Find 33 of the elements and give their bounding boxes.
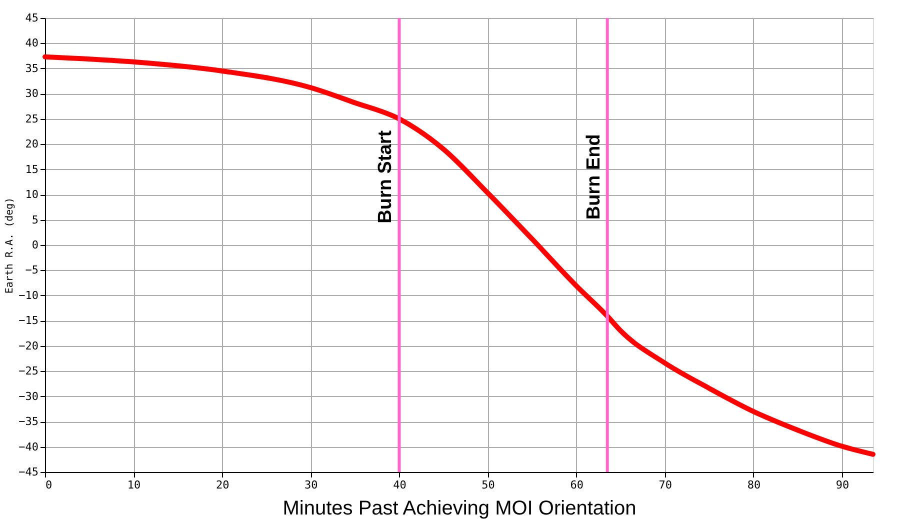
x-tick-label: 40 — [393, 478, 406, 492]
y-tick-label: −15 — [18, 314, 38, 328]
x-tick-label: 90 — [836, 478, 850, 492]
y-tick-label: 20 — [25, 138, 38, 151]
x-tick-label: 0 — [46, 478, 52, 492]
y-tick-label: −10 — [18, 288, 38, 302]
y-tick-label: −40 — [18, 440, 38, 454]
y-axis-title: Earth R.A. (deg) — [4, 197, 16, 294]
x-axis-title: Minutes Past Achieving MOI Orientation — [282, 498, 636, 519]
x-tick-label: 60 — [570, 478, 584, 492]
x-tick-label: 50 — [482, 478, 495, 492]
ref-line-label: Burn End — [583, 134, 604, 220]
y-tick-label: 40 — [25, 36, 38, 50]
y-tick-label: −30 — [18, 390, 38, 403]
y-tick-label: 35 — [25, 62, 38, 75]
y-tick-label: 25 — [25, 112, 38, 126]
x-tick-label: 80 — [747, 478, 761, 492]
x-tick-label: 20 — [216, 478, 230, 492]
y-tick-label: −25 — [18, 364, 38, 378]
y-tick-label: 5 — [32, 213, 38, 226]
x-tick-label: 30 — [304, 478, 318, 492]
y-tick-label: −20 — [18, 339, 38, 352]
y-tick-label: 15 — [25, 162, 38, 176]
y-tick-label: 30 — [25, 87, 38, 100]
x-tick-label: 70 — [658, 478, 672, 492]
x-tick-label: 10 — [127, 478, 141, 492]
y-tick-label: 10 — [25, 188, 38, 202]
y-tick-label: −5 — [25, 264, 38, 277]
y-tick-label: −35 — [18, 415, 38, 428]
y-tick-label: −45 — [18, 466, 38, 478]
y-tick-label: 45 — [25, 12, 38, 24]
y-tick-label: 0 — [32, 238, 38, 252]
ref-line-label: Burn Start — [375, 130, 396, 224]
